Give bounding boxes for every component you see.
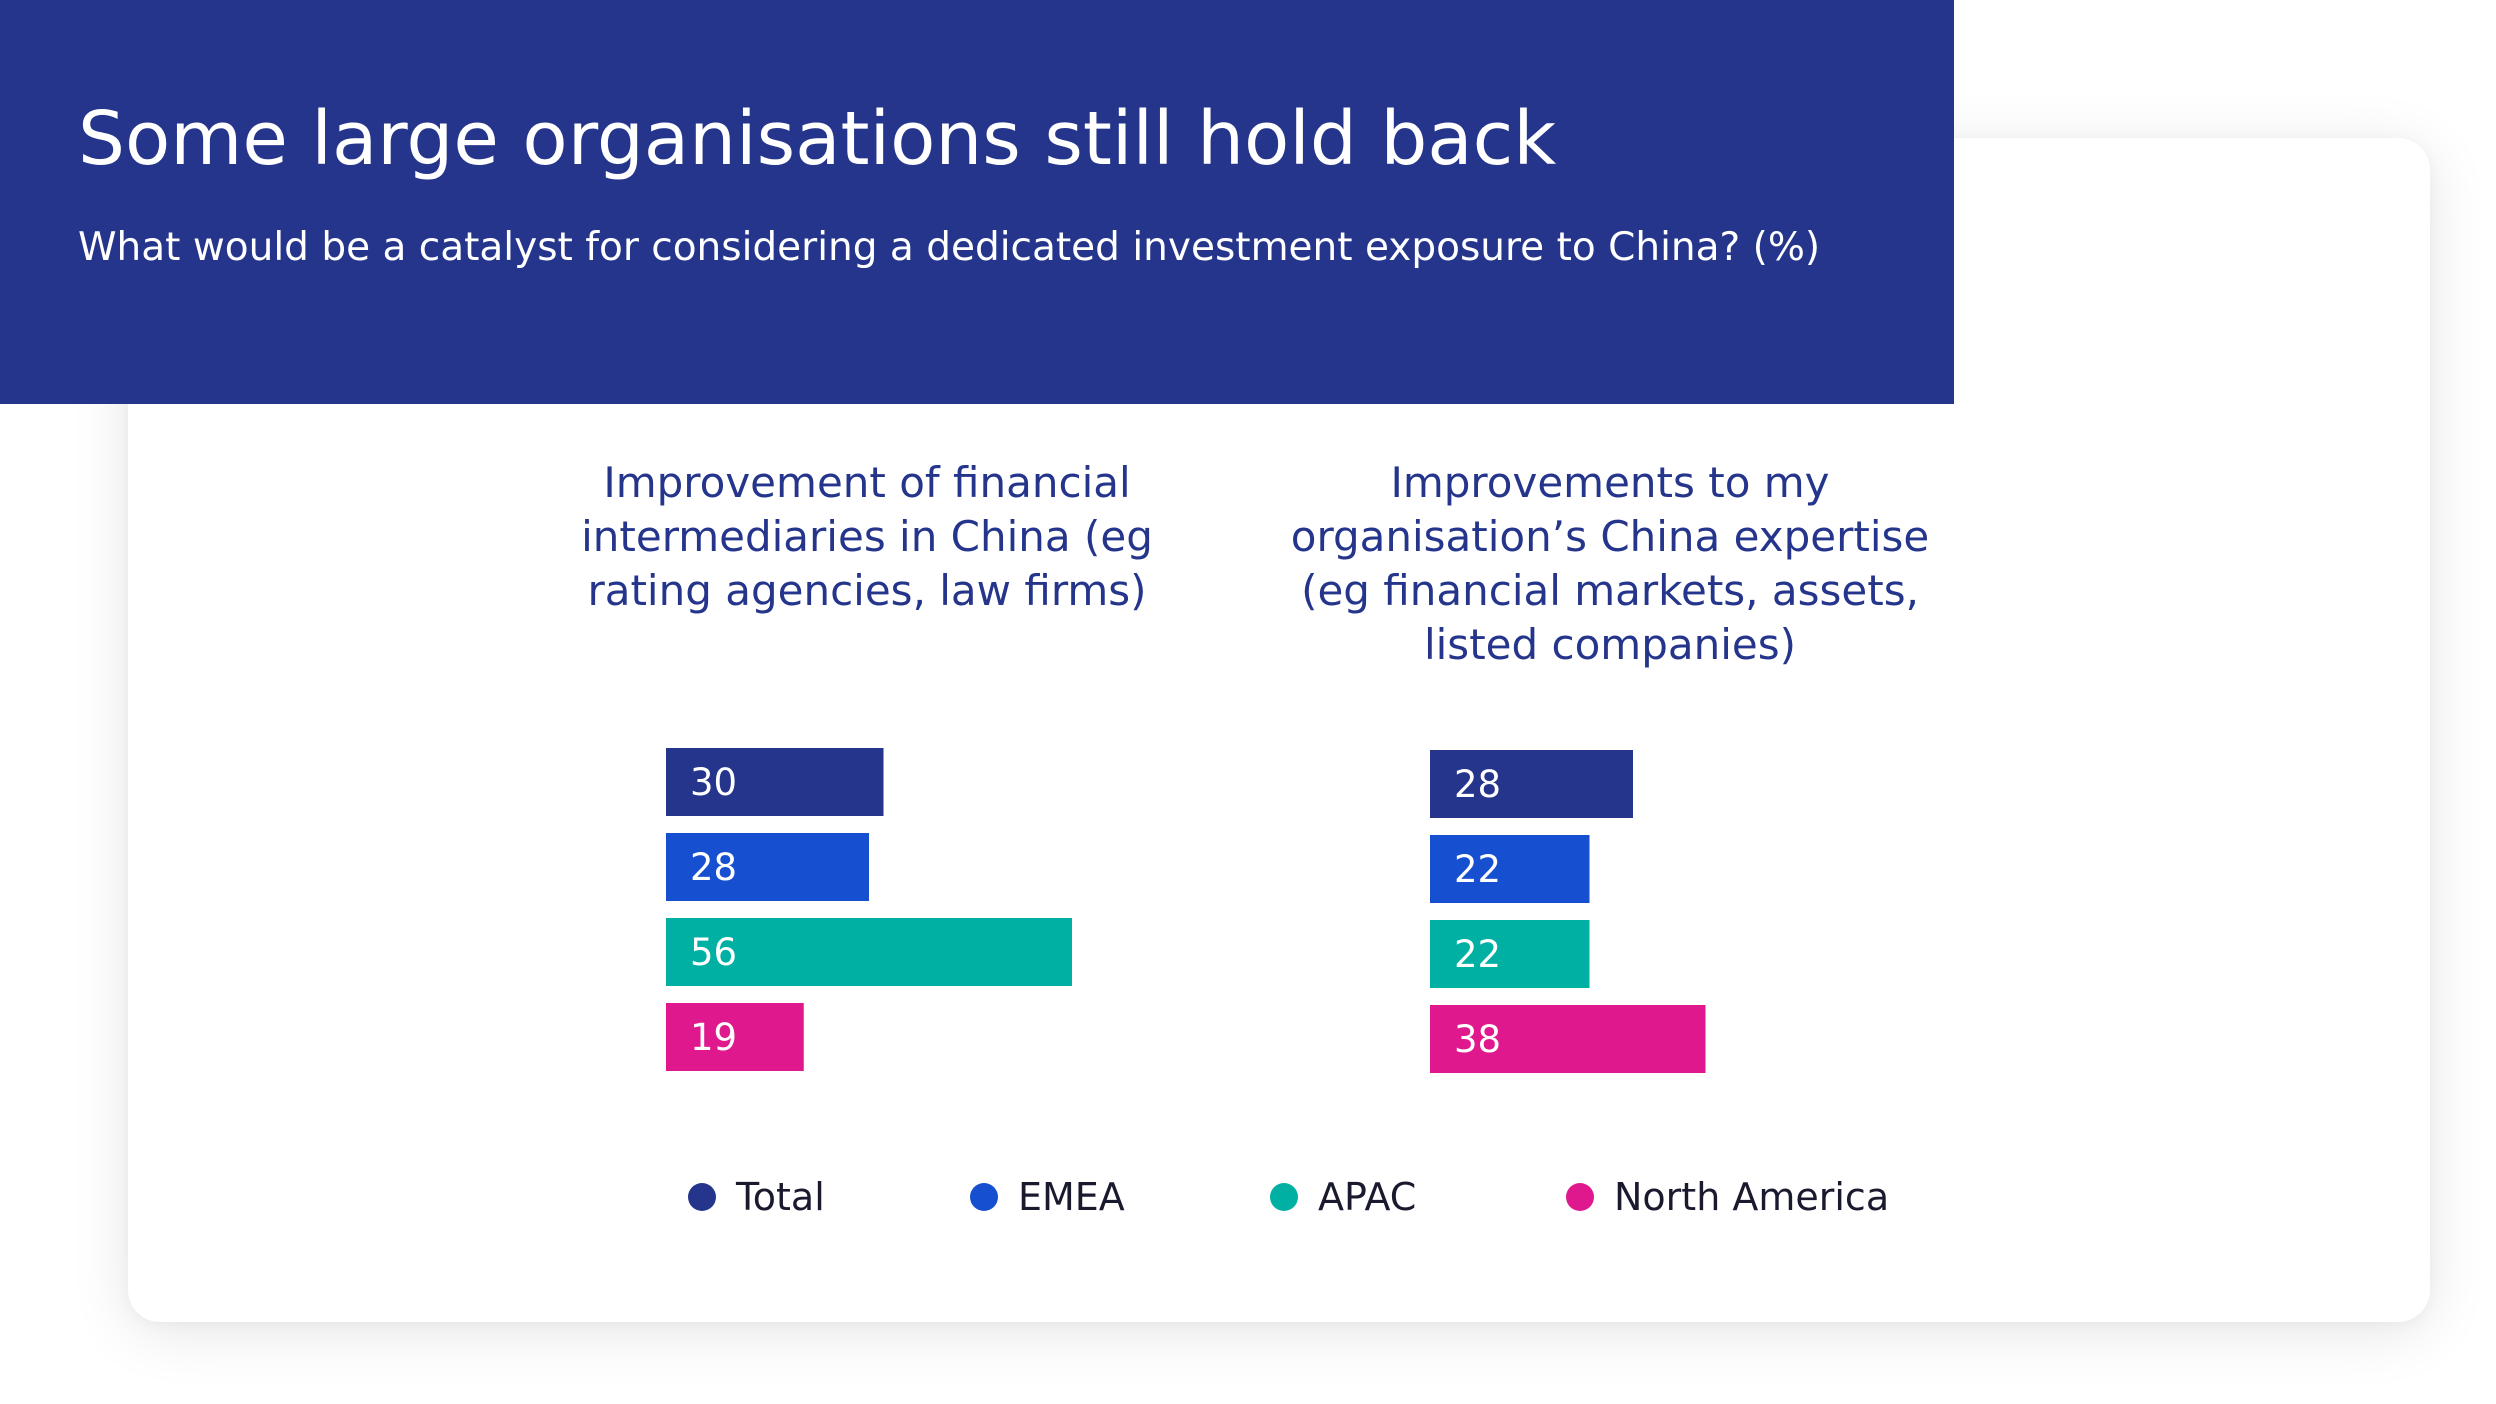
legend-label-north-america: North America	[1614, 1175, 1890, 1219]
legend-item-apac: APAC	[1270, 1172, 1416, 1222]
legend-dot-total	[688, 1183, 716, 1211]
legend-dot-north-america	[1566, 1183, 1594, 1211]
header-banner: Some large organisations still hold back…	[0, 0, 1954, 404]
chart-title-intermediaries: Improvement of financial intermediaries …	[581, 458, 1153, 615]
legend-item-emea: EMEA	[970, 1172, 1125, 1222]
page-subtitle: What would be a catalyst for considering…	[78, 225, 1821, 270]
bar-intermediaries-emea	[666, 833, 869, 901]
legend-label-total: Total	[736, 1175, 825, 1219]
bar-label-intermediaries-emea: 28	[690, 846, 737, 889]
legend-item-north-america: North America	[1566, 1172, 1889, 1222]
bar-expertise-emea	[1430, 835, 1590, 903]
bar-label-expertise-north-america: 38	[1454, 1018, 1501, 1061]
bar-label-expertise-emea: 22	[1454, 848, 1501, 891]
legend-item-total: Total	[688, 1172, 825, 1222]
legend-dot-apac	[1270, 1183, 1298, 1211]
page-title: Some large organisations still hold back	[78, 96, 1557, 182]
bar-label-intermediaries-apac: 56	[690, 931, 737, 974]
bar-intermediaries-total	[666, 748, 884, 816]
legend-dot-emea	[970, 1183, 998, 1211]
chart-title-expertise: Improvements to my organisation’s China …	[1290, 458, 1930, 669]
bar-label-intermediaries-total: 30	[690, 761, 737, 804]
legend-label-apac: APAC	[1318, 1175, 1417, 1219]
bar-label-expertise-apac: 22	[1454, 933, 1501, 976]
bar-label-intermediaries-north-america: 19	[690, 1016, 737, 1059]
bar-intermediaries-apac	[666, 918, 1072, 986]
bar-expertise-north-america	[1430, 1005, 1706, 1073]
bar-expertise-apac	[1430, 920, 1590, 988]
bar-intermediaries-north-america	[666, 1003, 804, 1071]
bar-expertise-total	[1430, 750, 1633, 818]
legend-label-emea: EMEA	[1018, 1175, 1125, 1219]
bar-label-expertise-total: 28	[1454, 763, 1501, 806]
